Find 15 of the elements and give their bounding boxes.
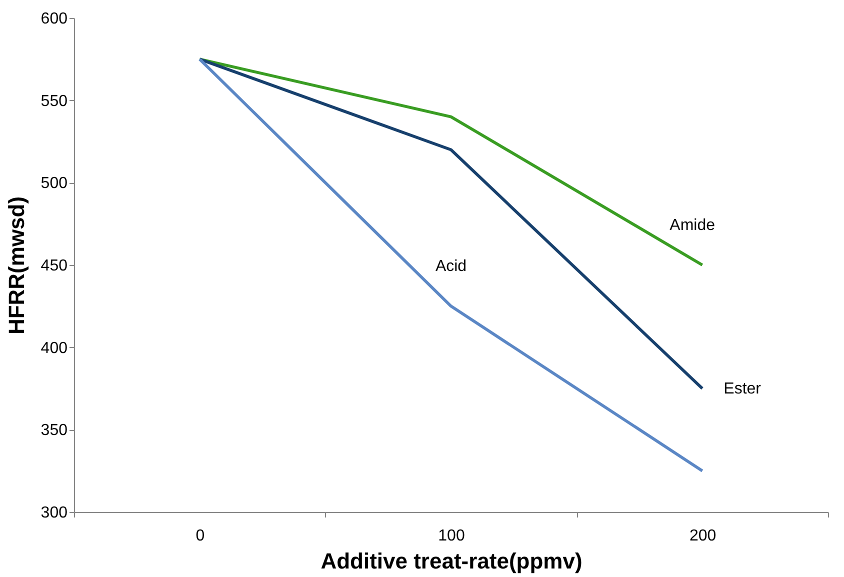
series-label: Acid bbox=[435, 258, 467, 276]
y-axis-title: HFRR(mwsd) bbox=[4, 196, 29, 335]
series-label: Ester bbox=[724, 380, 762, 398]
x-axis-title: Additive treat-rate(ppmv) bbox=[320, 548, 582, 574]
y-tick-label: 400 bbox=[40, 340, 68, 357]
x-tick-label: 0 bbox=[196, 528, 205, 544]
x-tick-label: 200 bbox=[689, 528, 716, 544]
series-label: Amide bbox=[670, 217, 716, 234]
y-tick-label: 350 bbox=[40, 422, 68, 440]
x-tick-label: 100 bbox=[438, 528, 465, 544]
y-tick-label: 550 bbox=[40, 92, 68, 110]
y-tick-label: 500 bbox=[40, 175, 68, 192]
y-tick-label: 300 bbox=[40, 504, 68, 522]
y-tick-label: 450 bbox=[40, 258, 68, 274]
y-tick-label: 600 bbox=[40, 10, 68, 28]
